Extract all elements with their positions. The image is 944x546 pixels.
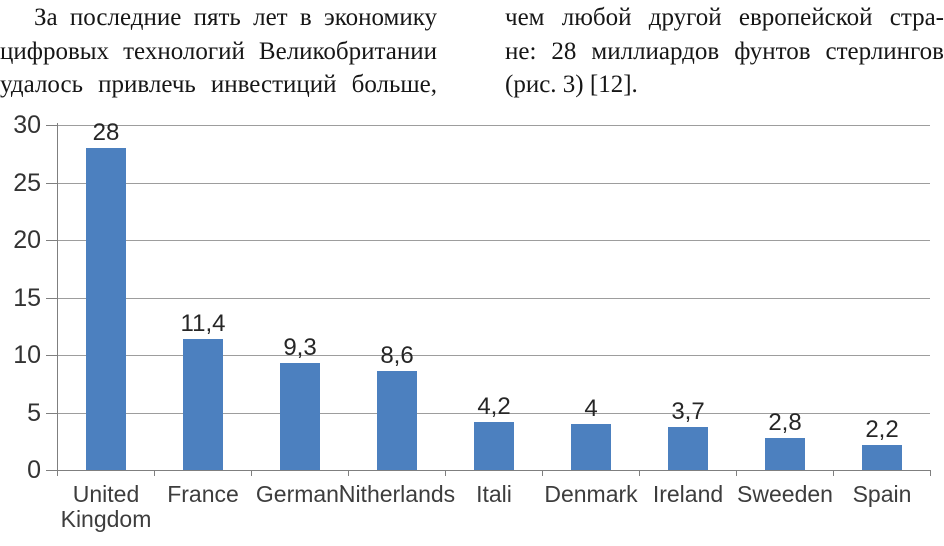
gridline	[57, 183, 930, 184]
category-label: Spain	[852, 481, 912, 507]
x-axis-tick	[348, 470, 349, 476]
y-axis-label: 30	[13, 111, 41, 139]
text-line: чем любой другой европейской стра-	[505, 4, 944, 31]
x-axis-tick	[251, 470, 252, 476]
x-axis-tick	[833, 470, 834, 476]
y-axis-tick	[46, 413, 57, 414]
category-label: Nitherlands	[338, 481, 456, 507]
investment-bar-chart: 0 5 10 15 20 25 30 28 United Kingdom 11,4 France 9,…	[0, 105, 944, 546]
x-axis-tick	[930, 470, 931, 476]
bar	[377, 371, 417, 470]
y-axis-tick	[46, 298, 57, 299]
article-paragraph: За последние пять лет в экономику цифровы…	[0, 1, 944, 102]
x-axis-tick	[542, 470, 543, 476]
bar-value-label: 3,7	[671, 398, 705, 425]
bar-value-label: 9,3	[283, 334, 317, 361]
gridline	[57, 125, 930, 126]
x-axis-tick	[736, 470, 737, 476]
y-axis-tick	[46, 470, 57, 471]
bar	[183, 339, 223, 470]
y-axis-tick	[46, 240, 57, 241]
x-axis-tick	[639, 470, 640, 476]
text-column-right: чем любой другой европейской стра-не: 28…	[505, 1, 944, 102]
gridline	[57, 298, 930, 299]
x-axis-tick	[445, 470, 446, 476]
y-axis-label: 20	[13, 226, 41, 254]
category-label: Itali	[476, 481, 512, 507]
y-axis-label: 5	[27, 399, 41, 427]
y-axis-label: 0	[27, 456, 41, 484]
y-axis-tick	[46, 125, 57, 126]
bar	[571, 424, 611, 470]
bar-value-label: 2,2	[865, 416, 899, 443]
bar-value-label: 8,6	[380, 342, 414, 369]
text-line: цифровых технологий Великобритании	[0, 37, 437, 65]
bar-value-label: 11,4	[180, 310, 226, 337]
y-axis-tick	[46, 355, 57, 356]
bar	[280, 363, 320, 470]
x-axis-line	[57, 470, 931, 471]
category-label: France	[167, 481, 239, 507]
bar-value-label: 2,8	[768, 409, 802, 436]
category-label: Ireland	[652, 481, 724, 507]
y-axis-label: 15	[13, 284, 41, 312]
bar	[862, 445, 902, 470]
y-axis-tick	[46, 183, 57, 184]
gridline	[57, 240, 930, 241]
bar-value-label: 28	[92, 119, 120, 146]
y-axis-line	[57, 123, 58, 476]
bar	[86, 148, 126, 470]
bar	[474, 422, 514, 470]
gridline	[57, 355, 930, 356]
x-axis-tick	[57, 470, 58, 476]
y-axis-label: 10	[13, 341, 41, 369]
category-label: Sweeden	[737, 481, 833, 507]
text-line: За последние пять лет в экономику	[34, 4, 437, 31]
category-label: Denmark	[544, 481, 638, 507]
bar-value-label: 4,2	[477, 393, 511, 420]
bar-value-label: 4	[584, 395, 598, 422]
y-axis-label: 25	[13, 169, 41, 197]
category-label: United Kingdom	[60, 481, 152, 532]
category-label: Germani	[255, 481, 345, 507]
bar	[668, 427, 708, 470]
text-line: (рис. 3) [12].	[505, 71, 638, 98]
text-line: удалось привлечь инвестиций больше,	[0, 71, 437, 98]
x-axis-tick	[154, 470, 155, 476]
gridline	[57, 413, 930, 414]
text-column-left: За последние пять лет в экономику цифровы…	[0, 1, 437, 102]
bar	[765, 438, 805, 470]
text-line: не: 28 миллиардов фунтов стерлингов	[505, 37, 944, 65]
